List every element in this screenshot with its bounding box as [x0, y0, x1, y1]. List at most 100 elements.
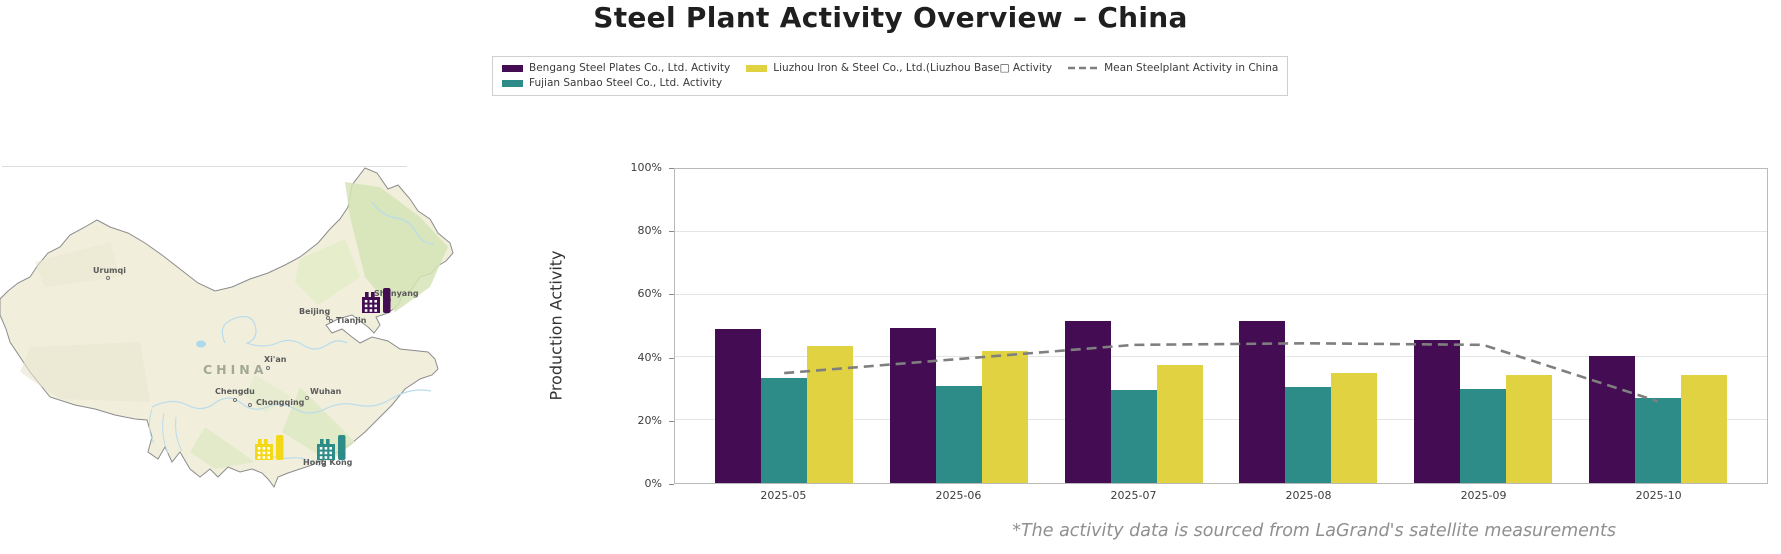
y-tick-label: 0% — [644, 477, 662, 490]
chart-legend: Bengang Steel Plates Co., Ltd. Activity … — [492, 56, 1289, 96]
y-tick-label: 60% — [637, 287, 662, 301]
southwest-river — [148, 408, 155, 444]
y-axis-label: Production Activity — [546, 250, 566, 401]
activity-bar — [1634, 398, 1681, 483]
legend-item-fujian: Fujian Sanbao Steel Co., Ltd. Activity — [502, 76, 730, 90]
southwest-river — [162, 412, 169, 454]
bar-group-2025-10 — [1588, 169, 1727, 483]
activity-bar — [715, 329, 762, 483]
activity-bar — [1239, 321, 1286, 483]
gridline — [675, 356, 1767, 358]
factory-icon — [317, 433, 351, 464]
city-dot-Xi'an — [266, 366, 270, 370]
plot-area — [674, 168, 1768, 484]
legend-column: Liuzhou Iron & Steel Co., Ltd.(Liuzhou B… — [746, 61, 1052, 75]
y-tick-label: 40% — [637, 350, 662, 364]
terrain-patch — [190, 427, 255, 469]
legend-label: Mean Steelplant Activity in China — [1104, 62, 1279, 74]
factory-icon — [255, 433, 289, 464]
map-tile-edge — [2, 166, 407, 167]
bar-group-2025-08 — [1239, 169, 1378, 483]
qinghai-lake — [196, 340, 206, 348]
gridline — [675, 293, 1767, 295]
city-dot-Chongqing — [248, 403, 252, 407]
activity-bar — [1680, 374, 1727, 483]
bar-group-2025-09 — [1414, 169, 1553, 483]
bengang-swatch-icon — [502, 64, 523, 72]
activity-bar — [1285, 387, 1332, 483]
legend-item-mean: Mean Steelplant Activity in China — [1068, 61, 1278, 75]
city-label-Chongqing: Chongqing — [256, 398, 305, 407]
y-tick-mark — [669, 357, 674, 359]
city-label-Chengdu: Chengdu — [215, 387, 255, 396]
x-tick-label: 2025-06 — [935, 489, 982, 502]
legend-item-liuzhou: Liuzhou Iron & Steel Co., Ltd.(Liuzhou B… — [746, 61, 1052, 75]
yangtze-river — [151, 389, 432, 414]
activity-bar — [1588, 355, 1635, 483]
x-tick-label: 2025-05 — [760, 489, 807, 502]
x-tick-label: 2025-10 — [1635, 489, 1682, 502]
china-outline-map — [0, 167, 454, 489]
factory-icon — [362, 286, 396, 317]
x-tick-label: 2025-09 — [1460, 489, 1507, 502]
terrain-patch — [295, 239, 360, 305]
liuzhou-swatch-icon — [746, 64, 768, 72]
activity-bar — [889, 327, 936, 483]
songhua-river — [371, 201, 435, 245]
x-tick-label: 2025-08 — [1285, 489, 1332, 502]
legend-item-bengang: Bengang Steel Plates Co., Ltd. Activity — [502, 61, 730, 75]
city-label-Urumqi: Urumqi — [93, 266, 126, 275]
city-dot-Wuhan — [305, 396, 309, 400]
y-tick-mark — [669, 484, 674, 485]
bar-group-2025-05 — [715, 169, 854, 483]
gridline — [675, 419, 1767, 421]
china-map: CHINA Urumqi Beijing Tianjin Shenyang Xi'an C… — [0, 147, 470, 507]
y-tick-mark — [669, 294, 674, 296]
city-dot-Urumqi — [106, 276, 110, 280]
city-dot-Chengdu — [233, 398, 237, 402]
fujian-swatch-icon — [502, 79, 523, 87]
southwest-river — [175, 416, 183, 452]
city-dot-Hong Kong — [322, 463, 326, 467]
city-label-Hong Kong: Hong Kong — [303, 458, 353, 467]
legend-label: Bengang Steel Plates Co., Ltd. Activity — [529, 62, 731, 74]
terrain-patch — [35, 242, 120, 287]
activity-bar — [807, 346, 854, 483]
activity-bar — [1110, 390, 1157, 483]
mean-line-swatch-icon — [1068, 66, 1099, 70]
terrain-patch — [345, 182, 448, 312]
page-title: Steel Plant Activity Overview – China — [593, 1, 1188, 34]
legend-column: Bengang Steel Plates Co., Ltd. Activity … — [502, 61, 730, 90]
city-label-Shenyang: Shenyang — [374, 289, 419, 298]
y-tick-mark — [669, 168, 674, 169]
terrain-patch — [245, 375, 292, 413]
city-label-Tianjin: Tianjin — [336, 316, 367, 325]
activity-bar — [761, 377, 808, 483]
activity-bar — [1506, 374, 1553, 483]
x-tick-label: 2025-07 — [1110, 489, 1157, 502]
country-label: CHINA — [203, 362, 268, 377]
activity-bar — [1156, 365, 1203, 483]
y-tick-label: 80% — [637, 224, 662, 238]
mean-activity-line — [784, 341, 1659, 403]
y-tick-mark — [669, 420, 674, 422]
city-label-Xi'an: Xi'an — [264, 355, 287, 364]
y-tick-mark — [669, 231, 674, 233]
city-label-Wuhan: Wuhan — [310, 387, 342, 396]
yellow-river — [221, 315, 348, 350]
legend-column: Mean Steelplant Activity in China — [1068, 61, 1278, 75]
activity-bar — [1460, 388, 1507, 483]
terrain-patch — [282, 387, 355, 462]
city-dot-Beijing — [326, 316, 330, 320]
activity-bar — [935, 385, 982, 483]
legend-label: Liuzhou Iron & Steel Co., Ltd.(Liuzhou B… — [773, 62, 1053, 74]
legend-label: Fujian Sanbao Steel Co., Ltd. Activity — [529, 77, 723, 89]
city-dot-Tianjin — [329, 319, 333, 323]
activity-bar — [1331, 373, 1378, 483]
bar-group-2025-06 — [889, 169, 1028, 483]
activity-bar — [1414, 340, 1461, 483]
y-tick-label: 20% — [637, 413, 662, 427]
footnote: *The activity data is sourced from LaGra… — [1012, 521, 1616, 541]
city-label-Beijing: Beijing — [299, 307, 331, 316]
y-tick-label: 100% — [630, 161, 662, 174]
